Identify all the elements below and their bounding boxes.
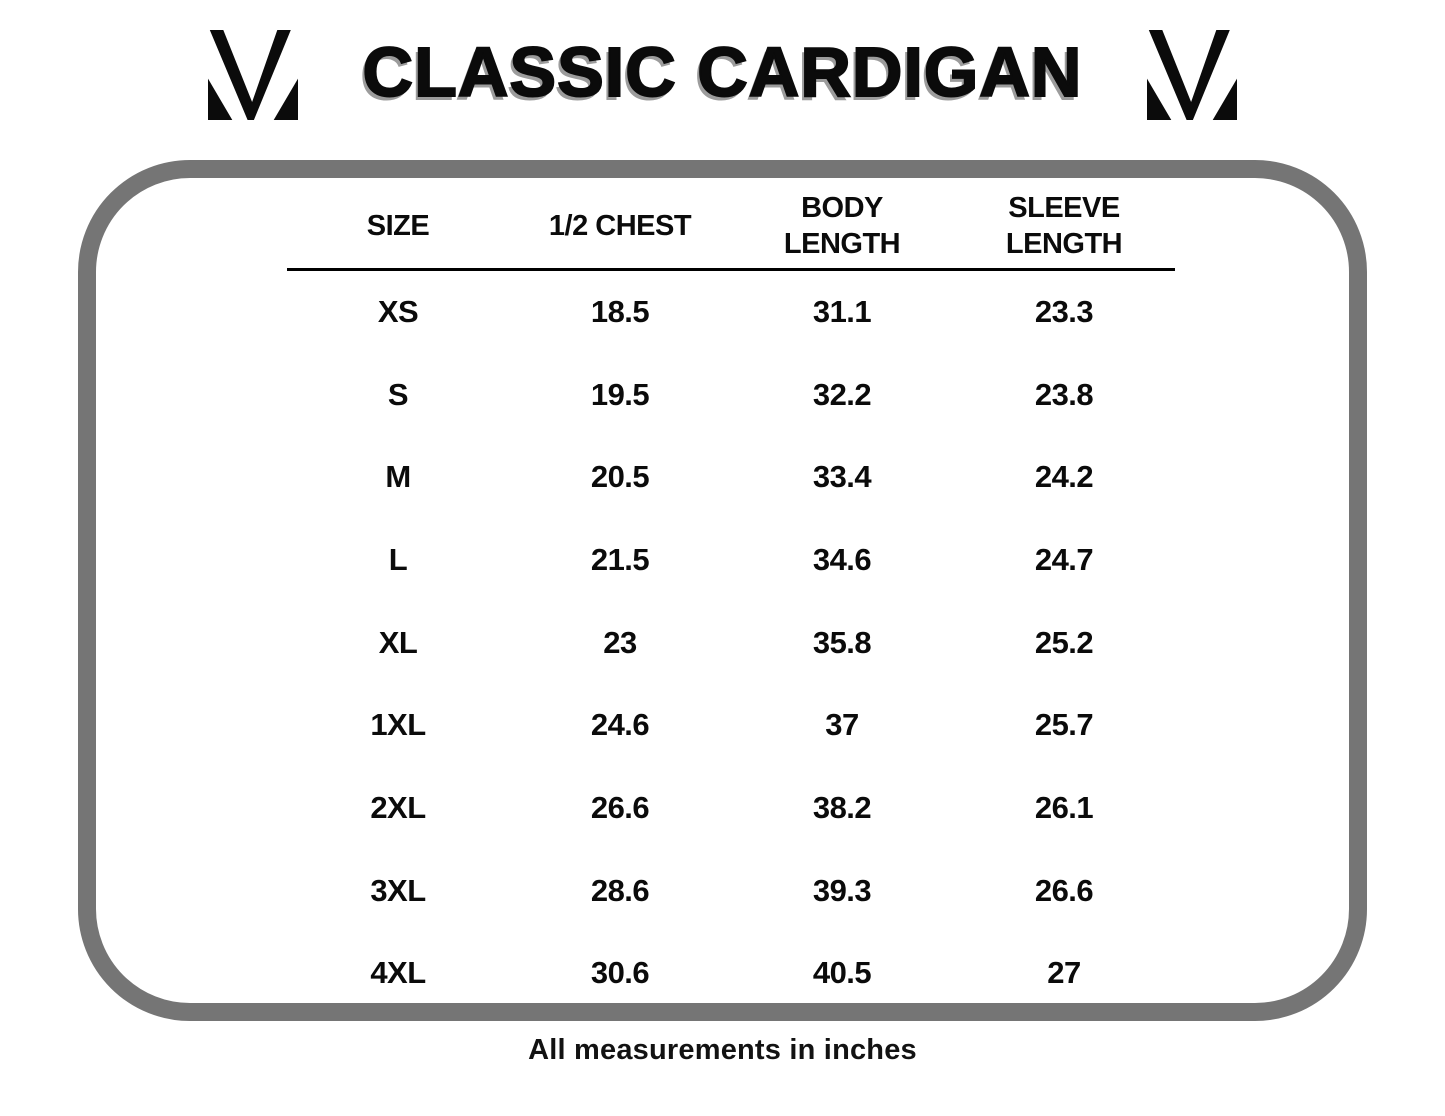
column-header-size: SIZE [366, 210, 430, 243]
size-label: L [388, 541, 408, 577]
sleeve-length-value: 26.6 [1034, 872, 1094, 908]
half-chest-value: 24.6 [590, 707, 650, 743]
sleeve-length-value: 26.1 [1034, 789, 1094, 825]
m-monogram-icon [207, 30, 298, 120]
table-row: L 21.5 34.6 24.7 [287, 519, 1175, 602]
size-label: 2XL [370, 789, 426, 825]
brand-logo-right [1144, 30, 1240, 120]
table-row: 2XL 26.6 38.2 26.1 [287, 767, 1175, 850]
size-label: 3XL [370, 872, 426, 908]
half-chest-value: 21.5 [590, 541, 650, 577]
table-row: XL 23 35.8 25.2 [287, 601, 1175, 684]
sleeve-length-value: 27 [1047, 955, 1081, 991]
table-row: 4XL 30.6 40.5 27 [287, 932, 1175, 1015]
measurements-note: All measurements in inches [528, 1034, 917, 1066]
sleeve-length-value: 23.3 [1034, 293, 1094, 329]
sleeve-length-value: 24.7 [1034, 541, 1094, 577]
half-chest-value: 23 [603, 624, 637, 660]
half-chest-value: 20.5 [590, 459, 650, 495]
size-table-body: XS 18.5 31.1 23.3 S 19.5 32.2 23.8 M 20.5 33.4 24.2… [287, 271, 1175, 1015]
half-chest-value: 18.5 [590, 293, 650, 329]
size-label: 4XL [370, 955, 426, 991]
sleeve-length-value: 25.7 [1034, 707, 1094, 743]
body-length-value: 38.2 [812, 789, 872, 825]
half-chest-value: 19.5 [590, 376, 650, 412]
body-length-value: 31.1 [812, 293, 872, 329]
sleeve-length-value: 23.8 [1034, 376, 1094, 412]
m-monogram-icon [1147, 30, 1238, 120]
size-table-header: SIZE 1/2 CHEST BODY LENGTH SLEEVE LENGTH [287, 190, 1175, 271]
brand-logo-left [205, 30, 301, 120]
header: CLASSIC CARDIGAN [0, 0, 1445, 150]
size-label: M [385, 459, 411, 495]
table-row: XS 18.5 31.1 23.3 [287, 271, 1175, 354]
size-table: SIZE 1/2 CHEST BODY LENGTH SLEEVE LENGTH… [287, 190, 1175, 1015]
sleeve-length-value: 24.2 [1034, 459, 1094, 495]
column-header-body-length: BODY LENGTH [783, 192, 901, 261]
size-chart-card: SIZE 1/2 CHEST BODY LENGTH SLEEVE LENGTH… [78, 160, 1367, 1021]
column-header-sleeve-length: SLEEVE LENGTH [1005, 192, 1123, 261]
size-label: XS [377, 293, 419, 329]
half-chest-value: 26.6 [590, 789, 650, 825]
size-label: 1XL [370, 707, 426, 743]
page-title: CLASSIC CARDIGAN [362, 33, 1083, 111]
size-label: S [387, 376, 409, 412]
footer: All measurements in inches [0, 1034, 1445, 1067]
body-length-value: 40.5 [812, 955, 872, 991]
half-chest-value: 30.6 [590, 955, 650, 991]
table-row: 3XL 28.6 39.3 26.6 [287, 849, 1175, 932]
body-length-value: 37 [825, 707, 859, 743]
body-length-value: 32.2 [812, 376, 872, 412]
size-label: XL [378, 624, 418, 660]
sleeve-length-value: 25.2 [1034, 624, 1094, 660]
body-length-value: 39.3 [812, 872, 872, 908]
table-row: 1XL 24.6 37 25.7 [287, 684, 1175, 767]
body-length-value: 33.4 [812, 459, 872, 495]
body-length-value: 34.6 [812, 541, 872, 577]
table-row: S 19.5 32.2 23.8 [287, 353, 1175, 436]
body-length-value: 35.8 [812, 624, 872, 660]
half-chest-value: 28.6 [590, 872, 650, 908]
table-row: M 20.5 33.4 24.2 [287, 436, 1175, 519]
column-header-half-chest: 1/2 CHEST [548, 210, 692, 243]
